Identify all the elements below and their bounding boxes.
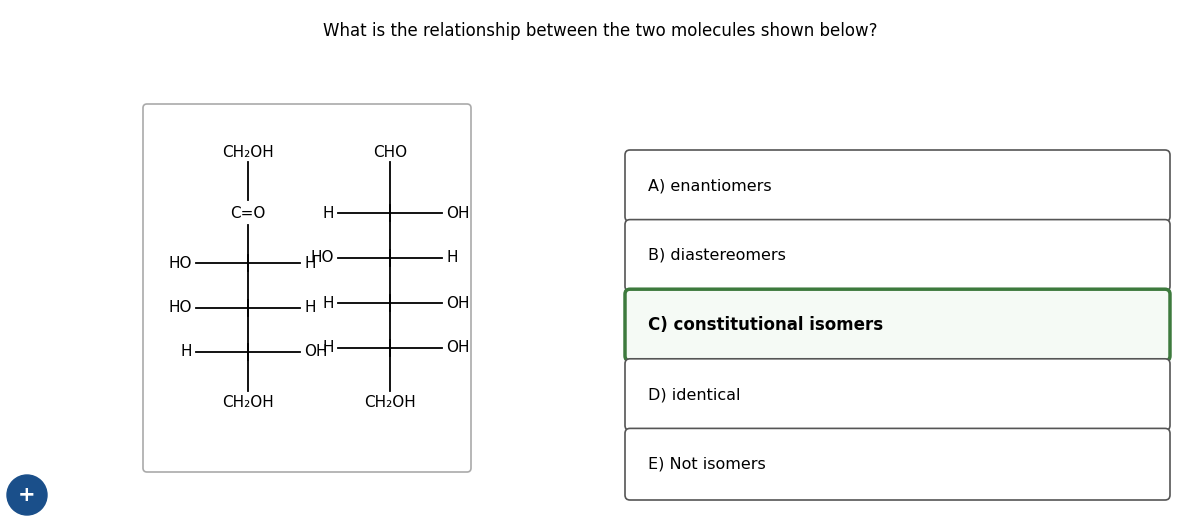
FancyBboxPatch shape (625, 150, 1170, 222)
Text: H: H (304, 255, 316, 270)
Text: E) Not isomers: E) Not isomers (648, 457, 766, 472)
Text: CH₂OH: CH₂OH (364, 395, 416, 410)
Text: H: H (323, 295, 334, 311)
Text: OH: OH (446, 206, 469, 220)
Text: HO: HO (168, 255, 192, 270)
Text: H: H (180, 345, 192, 360)
Text: CHO: CHO (373, 145, 407, 160)
Text: CH₂OH: CH₂OH (222, 145, 274, 160)
Text: A) enantiomers: A) enantiomers (648, 179, 772, 193)
Text: C=O: C=O (230, 206, 265, 220)
Text: OH: OH (446, 295, 469, 311)
Text: What is the relationship between the two molecules shown below?: What is the relationship between the two… (323, 22, 877, 40)
Circle shape (7, 475, 47, 515)
Text: B) diastereomers: B) diastereomers (648, 248, 786, 263)
Text: OH: OH (304, 345, 328, 360)
Text: H: H (323, 340, 334, 355)
Text: HO: HO (168, 301, 192, 315)
Text: H: H (304, 301, 316, 315)
Text: C) constitutional isomers: C) constitutional isomers (648, 316, 883, 334)
Text: +: + (18, 485, 36, 505)
Text: D) identical: D) identical (648, 387, 740, 402)
Text: HO: HO (311, 251, 334, 266)
FancyBboxPatch shape (143, 104, 470, 472)
Text: OH: OH (446, 340, 469, 355)
Text: H: H (323, 206, 334, 220)
FancyBboxPatch shape (625, 359, 1170, 431)
Text: CH₂OH: CH₂OH (222, 395, 274, 410)
FancyBboxPatch shape (625, 220, 1170, 291)
FancyBboxPatch shape (625, 289, 1170, 361)
FancyBboxPatch shape (625, 429, 1170, 500)
Text: H: H (446, 251, 457, 266)
